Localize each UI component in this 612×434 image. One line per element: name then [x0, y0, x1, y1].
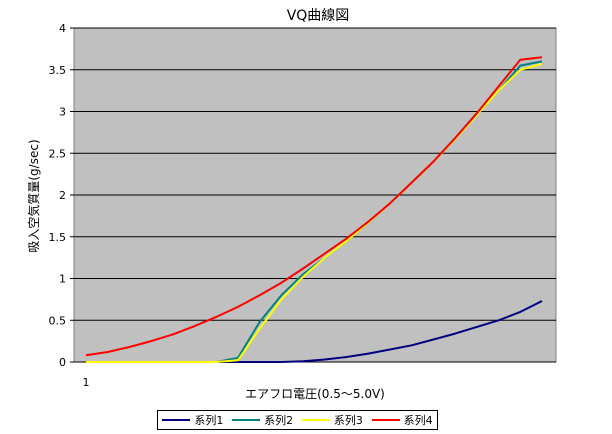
legend-label-3: 系列3 — [333, 414, 363, 427]
x-tick-label: 1 — [83, 376, 90, 389]
chart-title: VQ曲線図 — [287, 8, 350, 24]
legend-label-2: 系列2 — [264, 414, 294, 427]
y-tick-label-3: 1.5 — [49, 231, 67, 244]
y-tick-label-7: 3.5 — [49, 64, 67, 77]
legend-item-3: 系列3 — [301, 412, 363, 428]
y-tick-label-1: 0.5 — [49, 314, 67, 327]
legend: 系列1 系列2 系列3 系列4 — [157, 410, 438, 430]
series-line-4 — [85, 56, 543, 357]
legend-label-4: 系列4 — [403, 414, 433, 427]
y-tick-label-4: 2 — [59, 189, 66, 202]
y-tick-label-2: 1 — [59, 273, 66, 286]
legend-swatch-4 — [371, 419, 400, 421]
y-axis-ticks: 0 0.5 1 1.5 2 2.5 3 3.5 4 — [49, 22, 74, 369]
legend-swatch-3 — [301, 419, 330, 421]
legend-item-1: 系列1 — [162, 412, 223, 428]
x-axis-ticks: 1 — [74, 361, 556, 389]
legend-swatch-1 — [162, 419, 191, 421]
legend-swatch-2 — [232, 419, 261, 421]
y-axis-label: 吸入空気質量(g/sec) — [26, 139, 41, 252]
legend-item-2: 系列2 — [232, 412, 293, 428]
x-axis-label: エアフロ電圧(0.5〜5.0V) — [245, 387, 385, 401]
legend-label-1: 系列1 — [194, 414, 224, 427]
series-layer — [85, 56, 543, 363]
grid-lines — [74, 27, 556, 321]
legend-item-4: 系列4 — [371, 412, 433, 428]
y-tick-label-5: 2.5 — [49, 147, 67, 160]
y-tick-label-0: 0 — [59, 356, 66, 369]
y-tick-label-8: 4 — [59, 22, 66, 35]
y-tick-label-6: 3 — [59, 106, 66, 119]
